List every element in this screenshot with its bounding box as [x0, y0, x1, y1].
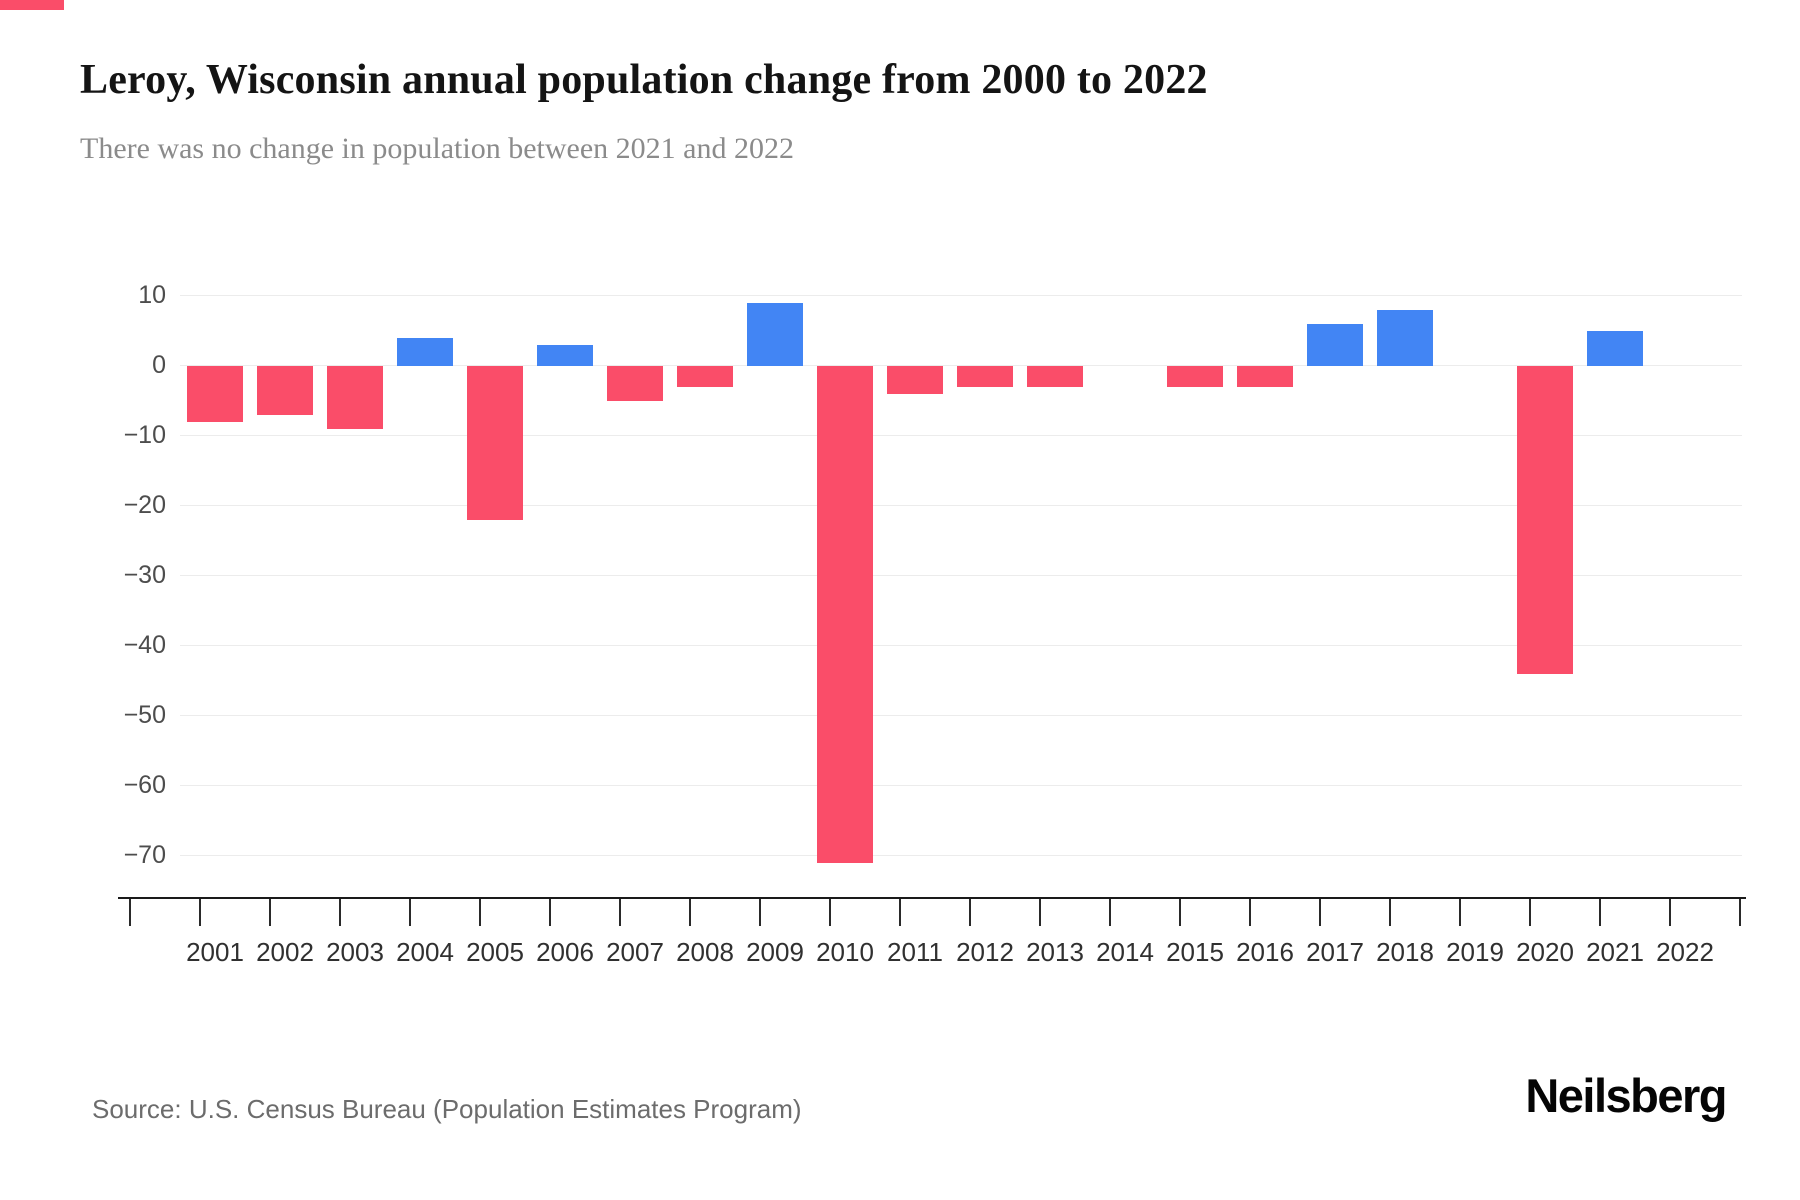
- bar-positive: [537, 345, 593, 366]
- x-axis-tick-label: 2009: [746, 937, 804, 967]
- bar-negative: [1517, 366, 1573, 674]
- x-axis-tick-label: 2002: [256, 937, 314, 967]
- x-axis-tick-label: 2004: [396, 937, 454, 967]
- x-axis-tick: [969, 899, 971, 926]
- bar-negative: [607, 366, 663, 401]
- x-axis-tick-label: 2014: [1096, 937, 1154, 967]
- y-axis-tick-label: −10: [123, 421, 166, 449]
- x-axis-tick-label: 2016: [1236, 937, 1294, 967]
- x-axis-tick: [1319, 899, 1321, 926]
- y-axis-tick-label: −20: [123, 491, 166, 519]
- x-axis-tick: [1179, 899, 1181, 926]
- x-axis-tick: [269, 899, 271, 926]
- x-axis-tick: [549, 899, 551, 926]
- bar-negative: [957, 366, 1013, 387]
- bar-negative: [817, 366, 873, 863]
- bar-positive: [397, 338, 453, 366]
- bar-negative: [187, 366, 243, 422]
- gridline: [180, 855, 1742, 856]
- x-axis-tick-label: 2008: [676, 937, 734, 967]
- gridline: [180, 435, 1742, 436]
- y-axis-tick-label: −60: [123, 771, 166, 799]
- x-axis-tick-label: 2010: [816, 937, 874, 967]
- gridline: [180, 785, 1742, 786]
- bar-negative: [467, 366, 523, 520]
- x-axis-tick-label: 2013: [1026, 937, 1084, 967]
- chart-subtitle: There was no change in population betwee…: [80, 132, 794, 165]
- bar-positive: [1377, 310, 1433, 366]
- gridline: [180, 575, 1742, 576]
- gridline: [180, 505, 1742, 506]
- x-axis-tick-label: 2006: [536, 937, 594, 967]
- gridline: [180, 645, 1742, 646]
- x-axis-tick-label: 2003: [326, 937, 384, 967]
- x-axis-tick-label: 2021: [1586, 937, 1644, 967]
- bar-positive: [747, 303, 803, 366]
- x-axis-tick: [339, 899, 341, 926]
- x-axis-tick: [479, 899, 481, 926]
- bar-positive: [1587, 331, 1643, 366]
- source-note: Source: U.S. Census Bureau (Population E…: [92, 1094, 802, 1124]
- x-axis-tick: [1459, 899, 1461, 926]
- bar-positive: [1307, 324, 1363, 366]
- brand-logo: Neilsberg: [1525, 1069, 1727, 1122]
- x-axis-line: [118, 897, 1746, 899]
- y-axis-tick-label: −50: [123, 701, 166, 729]
- x-axis-tick: [1249, 899, 1251, 926]
- gridline: [180, 715, 1742, 716]
- top-accent-bar: [0, 0, 64, 10]
- x-axis-tick: [409, 899, 411, 926]
- x-axis-tick-label: 2001: [186, 937, 244, 967]
- bar-negative: [1167, 366, 1223, 387]
- x-axis-tick: [759, 899, 761, 926]
- y-axis-tick-label: 0: [152, 351, 166, 379]
- y-axis-tick-label: −70: [123, 841, 166, 869]
- y-axis-tick-label: −30: [123, 561, 166, 589]
- x-axis-tick: [829, 899, 831, 926]
- x-axis-tick: [1109, 899, 1111, 926]
- x-axis-tick: [1669, 899, 1671, 926]
- y-axis-tick-label: 10: [138, 281, 166, 309]
- x-axis-tick: [1039, 899, 1041, 926]
- gridline: [180, 295, 1742, 296]
- x-axis-tick-label: 2007: [606, 937, 664, 967]
- bar-negative: [887, 366, 943, 394]
- x-axis-tick-label: 2005: [466, 937, 524, 967]
- x-axis-tick-label: 2020: [1516, 937, 1574, 967]
- x-axis-tick: [129, 899, 131, 926]
- x-axis-tick: [899, 899, 901, 926]
- x-axis-tick: [619, 899, 621, 926]
- x-axis-tick-label: 2018: [1376, 937, 1434, 967]
- x-axis-tick-label: 2022: [1656, 937, 1714, 967]
- bar-negative: [1027, 366, 1083, 387]
- x-axis-tick-label: 2015: [1166, 937, 1224, 967]
- x-axis-tick: [1389, 899, 1391, 926]
- y-axis-tick-label: −40: [123, 631, 166, 659]
- x-axis-tick: [1529, 899, 1531, 926]
- x-axis-tick-label: 2012: [956, 937, 1014, 967]
- bar-negative: [257, 366, 313, 415]
- bar-negative: [327, 366, 383, 429]
- x-axis-tick-label: 2019: [1446, 937, 1504, 967]
- x-axis-tick: [689, 899, 691, 926]
- gridline: [180, 365, 1742, 366]
- chart-title: Leroy, Wisconsin annual population chang…: [80, 57, 1208, 103]
- x-axis-tick-label: 2017: [1306, 937, 1364, 967]
- bar-negative: [677, 366, 733, 387]
- x-axis-tick: [1599, 899, 1601, 926]
- x-axis-tick-label: 2011: [887, 937, 943, 967]
- x-axis-tick: [1739, 899, 1741, 926]
- bar-negative: [1237, 366, 1293, 387]
- x-axis-tick: [199, 899, 201, 926]
